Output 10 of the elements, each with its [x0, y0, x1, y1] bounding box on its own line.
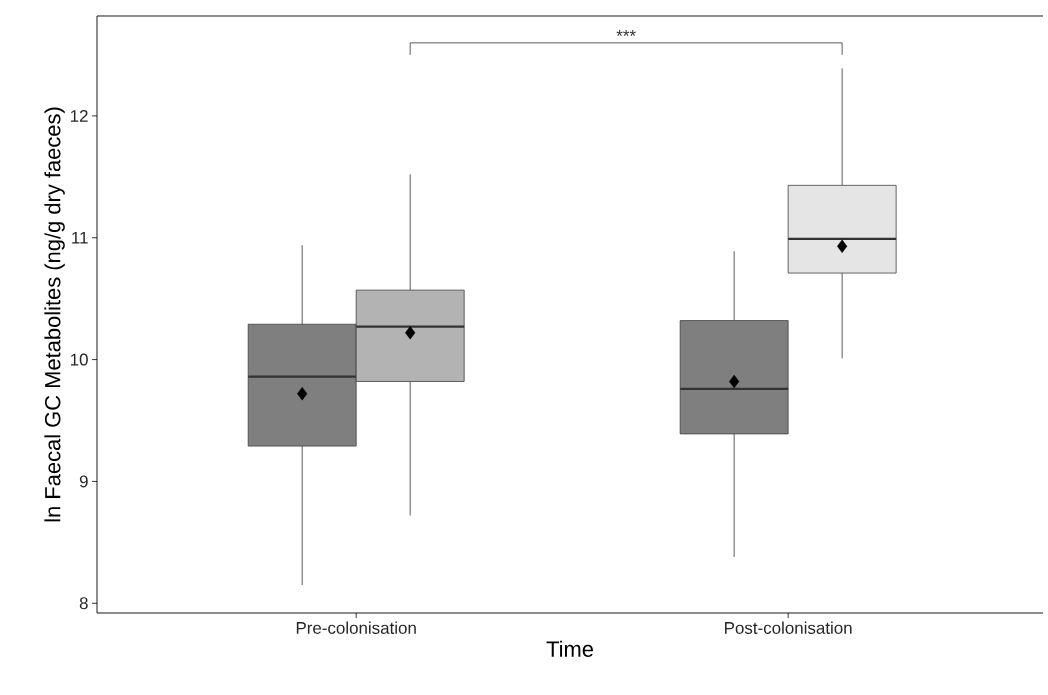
x-axis-title: Time	[546, 640, 593, 657]
x-tick-label: Pre-colonisation	[296, 621, 416, 634]
y-tick-label: 8	[79, 597, 88, 610]
y-tick-label: 9	[79, 475, 88, 488]
x-tick-label: Post-colonisation	[725, 621, 852, 634]
y-axis-title: ln Faecal GC Metabolites (ng/g dry faeces)	[44, 107, 65, 522]
y-tick-label: 12	[70, 109, 88, 122]
annotation: ***	[616, 30, 636, 36]
y-tick-label: 10	[70, 353, 88, 366]
y-tick-label: 11	[72, 231, 88, 244]
